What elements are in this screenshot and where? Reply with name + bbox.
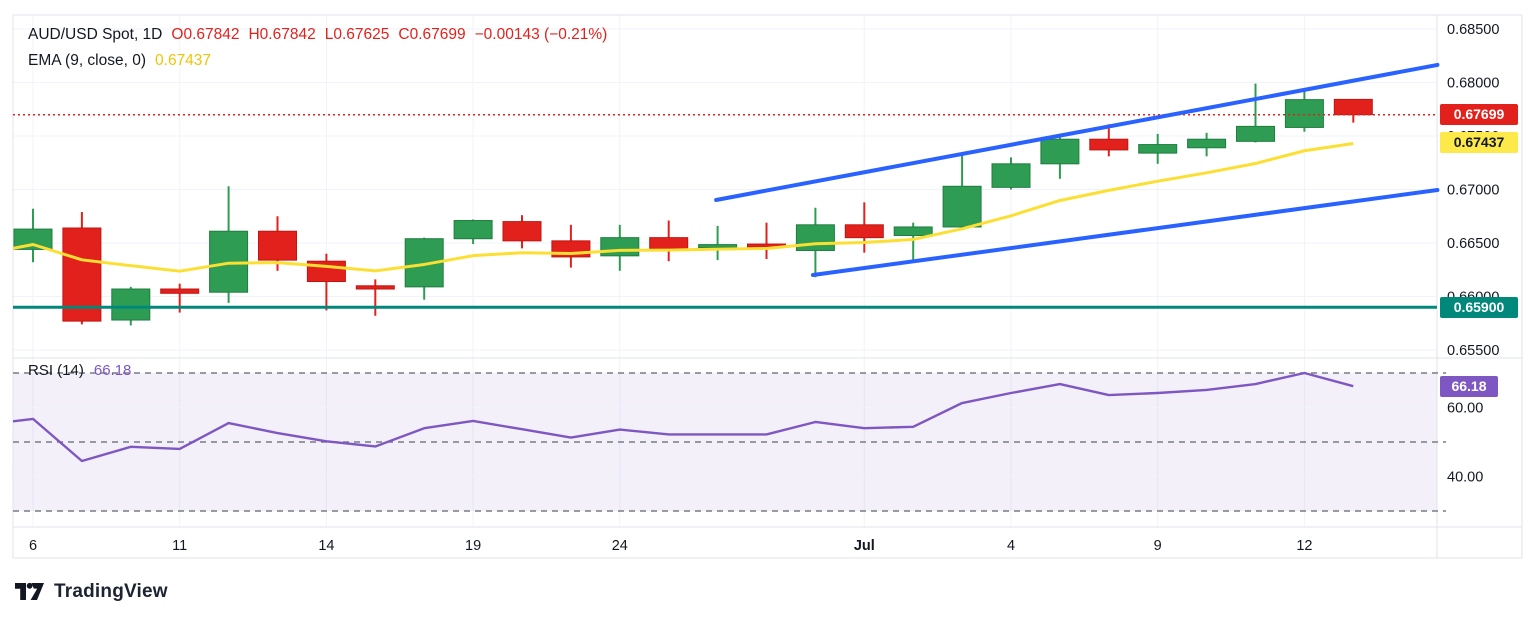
candle-body bbox=[111, 288, 151, 321]
trendline-channel-upper bbox=[714, 62, 1440, 202]
candle-body bbox=[258, 230, 297, 261]
rsi-value: 66.18 bbox=[93, 362, 132, 379]
rsi-line bbox=[12, 371, 1354, 463]
trendline-channel-lower bbox=[810, 188, 1440, 277]
ohlc-open: O0.67842 bbox=[171, 26, 240, 43]
rsi-value-badge: 66.18 bbox=[1440, 375, 1498, 397]
time-tick-label: 19 bbox=[465, 538, 481, 554]
rsi-tick-label: 60.00 bbox=[1447, 401, 1483, 417]
price-tick-label: 0.67000 bbox=[1447, 183, 1499, 199]
ema-price-badge: 0.67437 bbox=[1440, 132, 1518, 154]
price-tick-label: 0.65500 bbox=[1447, 343, 1499, 359]
rsi-legend[interactable]: RSI (14) 66.18 bbox=[28, 362, 131, 379]
time-tick-label: 12 bbox=[1296, 538, 1312, 554]
ohlc-change: −0.00143 (−0.21%) bbox=[474, 26, 608, 43]
candle-body bbox=[1089, 138, 1129, 151]
candle-body bbox=[160, 288, 200, 294]
candle-body bbox=[1284, 99, 1324, 128]
candle-body bbox=[698, 244, 738, 249]
time-tick-label: 24 bbox=[612, 538, 628, 554]
price-tick-label: 0.66500 bbox=[1447, 236, 1499, 252]
rsi-tick-label: 40.00 bbox=[1447, 470, 1483, 486]
time-tick-label: 11 bbox=[172, 538, 187, 554]
time-tick-label: 6 bbox=[29, 538, 37, 554]
tradingview-logo-icon bbox=[15, 582, 44, 600]
legend-line-ema: EMA (9, close, 0) 0.67437 bbox=[28, 48, 607, 74]
candle-body bbox=[1333, 98, 1373, 116]
candle-body bbox=[893, 226, 933, 237]
price-tick-label: 0.68500 bbox=[1447, 22, 1499, 38]
ohlc-high: H0.67842 bbox=[248, 26, 316, 43]
tradingview-watermark[interactable]: TradingView bbox=[14, 580, 168, 603]
candle-body bbox=[844, 224, 884, 239]
candle-body bbox=[355, 285, 395, 290]
candle-body bbox=[1040, 138, 1080, 165]
candle-body bbox=[942, 185, 982, 228]
last-price-badge: 0.67699 bbox=[1440, 104, 1518, 126]
time-tick-label: 9 bbox=[1154, 538, 1162, 554]
time-tick-label: Jul bbox=[854, 538, 875, 554]
candle-body bbox=[453, 220, 493, 240]
price-tick-label: 0.68000 bbox=[1447, 76, 1499, 92]
ema-label: EMA (9, close, 0) bbox=[28, 52, 147, 69]
candle-body bbox=[795, 224, 835, 251]
rsi-band-fill bbox=[13, 373, 1437, 511]
ema-line bbox=[12, 142, 1354, 273]
legend-line-symbol: AUD/USD Spot, 1D O0.67842 H0.67842 L0.67625… bbox=[28, 22, 607, 48]
candle-body bbox=[1187, 138, 1227, 149]
candle-body bbox=[1236, 125, 1275, 142]
symbol-title: AUD/USD Spot, 1D bbox=[28, 26, 163, 43]
ohlc-low: L0.67625 bbox=[324, 26, 390, 43]
legend[interactable]: AUD/USD Spot, 1D O0.67842 H0.67842 L0.67625… bbox=[28, 22, 607, 74]
candle-body bbox=[1138, 144, 1178, 154]
candle-body bbox=[62, 227, 102, 322]
tradingview-logo-text: TradingView bbox=[54, 580, 168, 602]
time-tick-label: 14 bbox=[318, 538, 334, 554]
candle-body bbox=[502, 221, 542, 242]
ohlc-close: C0.67699 bbox=[398, 26, 466, 43]
candle-body bbox=[600, 237, 640, 257]
candle-body bbox=[991, 163, 1031, 188]
candle-body bbox=[649, 237, 689, 250]
time-tick-label: 4 bbox=[1007, 538, 1015, 554]
ema-value: 0.67437 bbox=[155, 52, 212, 69]
candle-body bbox=[13, 228, 53, 250]
support-price-badge: 0.65900 bbox=[1440, 296, 1518, 318]
rsi-label: RSI (14) bbox=[28, 362, 84, 379]
